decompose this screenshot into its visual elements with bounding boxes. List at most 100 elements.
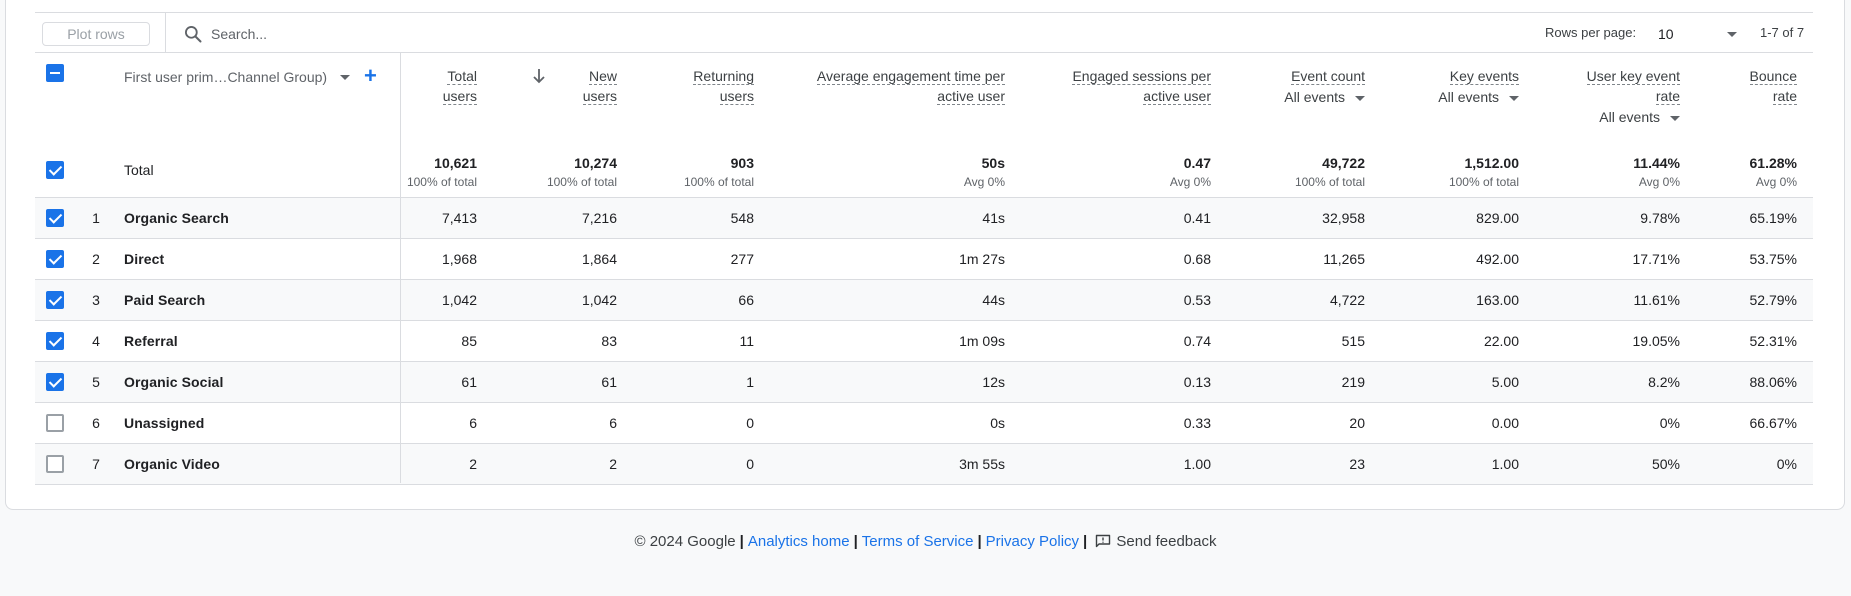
search-icon: [185, 26, 202, 43]
total-key-events: 1,512.00 100% of total: [1448, 155, 1519, 189]
dimension-header[interactable]: First user prim…Channel Group): [124, 69, 328, 85]
row-dimension-value[interactable]: Direct: [124, 251, 165, 267]
total-total-users: 10,621 100% of total: [406, 155, 477, 189]
user-key-event-filter-select[interactable]: All events: [1587, 107, 1680, 127]
table-row[interactable]: 5 Organic Social 61 61 1 12s 0.13 219 5.00 8.2% 88…: [35, 362, 1813, 403]
table-row[interactable]: 6 Unassigned 6 6 0 0s 0.33 20 0.00 0% 66.67%: [35, 403, 1813, 444]
plot-rows-button[interactable]: Plot rows: [42, 22, 150, 46]
totals-checkbox[interactable]: [46, 161, 64, 179]
row-checkbox[interactable]: [46, 455, 64, 473]
analytics-home-link[interactable]: Analytics home: [747, 533, 850, 550]
header-key-events[interactable]: Key events All events: [1438, 68, 1519, 107]
total-engaged-sessions: 0.47 Avg 0%: [1169, 155, 1211, 189]
key-event-filter-select[interactable]: All events: [1438, 87, 1519, 107]
chevron-down-icon[interactable]: [340, 75, 350, 80]
cell-key-events: 1.00: [1491, 456, 1519, 472]
cell-key-events: 0.00: [1491, 415, 1519, 431]
sort-down-arrow-icon[interactable]: [532, 68, 546, 84]
total-new-users: 10,274 100% of total: [546, 155, 617, 189]
cell-engaged-sessions: 1.00: [1183, 456, 1211, 472]
cell-bounce-rate: 52.31%: [1749, 333, 1797, 349]
cell-new-users: 7,216: [581, 210, 617, 226]
header-event-count[interactable]: Event count All events: [1284, 68, 1365, 107]
total-returning-users: 903 100% of total: [683, 155, 754, 189]
row-dimension-value[interactable]: Unassigned: [124, 415, 205, 431]
table-row[interactable]: 1 Organic Search 7,413 7,216 548 41s 0.41 32,95…: [35, 198, 1813, 239]
chevron-down-icon: [1355, 95, 1365, 101]
row-checkbox[interactable]: [46, 414, 64, 432]
event-filter-select[interactable]: All events: [1284, 87, 1365, 107]
cell-new-users: 2: [609, 456, 617, 472]
table-row[interactable]: 7 Organic Video 2 2 0 3m 55s 1.00 23 1.00 50% 0%: [35, 444, 1813, 485]
cell-total-users: 7,413: [441, 210, 477, 226]
row-checkbox[interactable]: [46, 373, 64, 391]
row-number: 6: [92, 415, 100, 431]
search-input[interactable]: [211, 22, 511, 46]
add-dimension-icon[interactable]: +: [364, 63, 377, 88]
row-checkbox[interactable]: [46, 332, 64, 350]
row-checkbox[interactable]: [46, 209, 64, 227]
cell-total-users: 85: [461, 333, 477, 349]
cell-user-key-event-rate: 9.78%: [1640, 210, 1680, 226]
cell-key-events: 5.00: [1491, 374, 1519, 390]
table-header: First user prim…Channel Group) + Total u…: [35, 53, 1813, 143]
header-returning-users[interactable]: Returning users: [693, 68, 754, 105]
cell-engaged-sessions: 0.41: [1183, 210, 1211, 226]
privacy-policy-link[interactable]: Privacy Policy: [985, 533, 1080, 550]
cell-event-count: 515: [1341, 333, 1365, 349]
cell-new-users: 1,042: [581, 292, 617, 308]
header-avg-engagement-time[interactable]: Average engagement time per active user: [816, 68, 1005, 105]
cell-returning-users: 0: [746, 415, 754, 431]
cell-bounce-rate: 65.19%: [1749, 210, 1797, 226]
table-row[interactable]: 3 Paid Search 1,042 1,042 66 44s 0.53 4,722 163.…: [35, 280, 1813, 321]
cell-user-key-event-rate: 17.71%: [1632, 251, 1680, 267]
rows-per-page-label: Rows per page:: [1545, 25, 1637, 40]
terms-of-service-link[interactable]: Terms of Service: [861, 533, 974, 550]
cell-key-events: 22.00: [1483, 333, 1519, 349]
cell-bounce-rate: 52.79%: [1749, 292, 1797, 308]
row-number: 5: [92, 374, 100, 390]
cell-key-events: 492.00: [1476, 251, 1519, 267]
row-number: 7: [92, 456, 100, 472]
send-feedback-button[interactable]: Send feedback: [1095, 533, 1216, 550]
row-dimension-value[interactable]: Organic Social: [124, 374, 224, 390]
cell-user-key-event-rate: 50%: [1651, 456, 1680, 472]
header-bounce-rate[interactable]: Bounce rate: [1749, 68, 1797, 105]
cell-event-count: 4,722: [1329, 292, 1365, 308]
table-toolbar: Plot rows Rows per page: 10 1-7 of 7: [35, 12, 1813, 53]
row-dimension-value[interactable]: Organic Search: [124, 210, 229, 226]
cell-engaged-sessions: 0.53: [1183, 292, 1211, 308]
page-footer: © 2024 Google | Analytics home | Terms of Se…: [634, 533, 1217, 550]
header-engaged-sessions[interactable]: Engaged sessions per active user: [1072, 68, 1211, 105]
cell-new-users: 1,864: [581, 251, 617, 267]
cell-user-key-event-rate: 11.61%: [1633, 292, 1680, 308]
header-user-key-event-rate[interactable]: User key event rate All events: [1586, 68, 1680, 127]
cell-avg-engagement-time: 0s: [990, 415, 1005, 431]
dimension-column-divider: [400, 53, 401, 483]
cell-returning-users: 548: [730, 210, 754, 226]
cell-key-events: 829.00: [1476, 210, 1519, 226]
table-row[interactable]: 2 Direct 1,968 1,864 277 1m 27s 0.68 11,265 492.…: [35, 239, 1813, 280]
cell-engaged-sessions: 0.68: [1183, 251, 1211, 267]
cell-avg-engagement-time: 1m 27s: [959, 251, 1005, 267]
cell-engaged-sessions: 0.13: [1183, 374, 1211, 390]
row-dimension-value[interactable]: Referral: [124, 333, 178, 349]
table-row[interactable]: 4 Referral 85 83 11 1m 09s 0.74 515 22.00 19.05% 5…: [35, 321, 1813, 362]
rows-per-page-select[interactable]: 10: [1655, 24, 1745, 46]
row-checkbox[interactable]: [46, 291, 64, 309]
cell-user-key-event-rate: 0%: [1659, 415, 1680, 431]
header-new-users[interactable]: New users: [582, 68, 617, 105]
cell-engaged-sessions: 0.33: [1183, 415, 1211, 431]
totals-label: Total: [124, 162, 154, 178]
cell-bounce-rate: 0%: [1776, 456, 1797, 472]
cell-total-users: 2: [469, 456, 477, 472]
row-dimension-value[interactable]: Paid Search: [124, 292, 206, 308]
cell-event-count: 32,958: [1322, 210, 1365, 226]
select-all-checkbox[interactable]: [46, 64, 64, 82]
header-total-users[interactable]: Total users: [442, 68, 477, 105]
row-checkbox[interactable]: [46, 250, 64, 268]
cell-total-users: 1,968: [441, 251, 477, 267]
row-dimension-value[interactable]: Organic Video: [124, 456, 220, 472]
total-bounce-rate: 61.28% Avg 0%: [1749, 155, 1797, 189]
totals-row: Total 10,621 100% of total 10,274 100% of t…: [35, 143, 1813, 198]
